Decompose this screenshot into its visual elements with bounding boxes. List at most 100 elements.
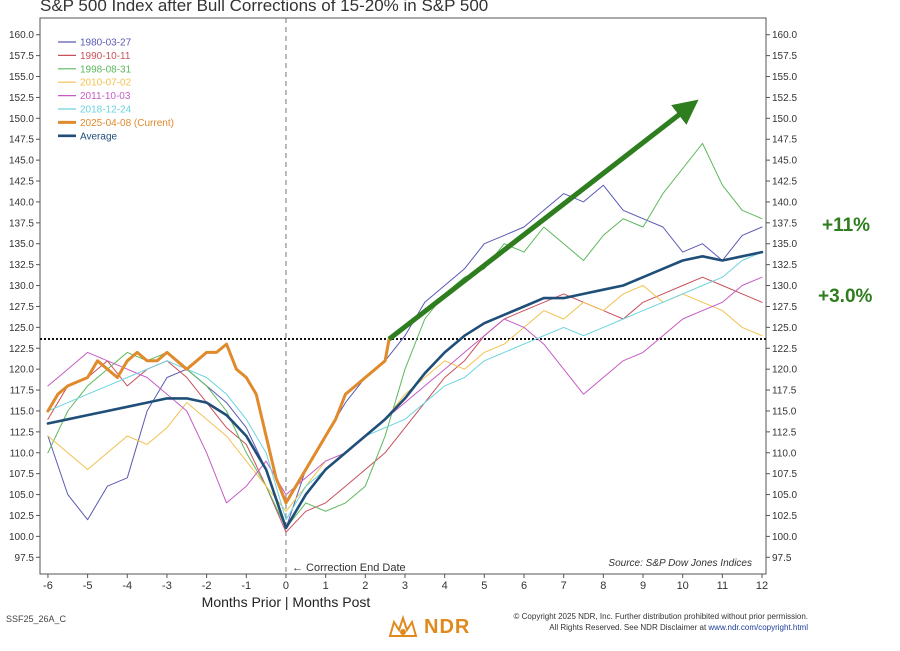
- y-tick-label-right: 142.5: [772, 177, 797, 188]
- y-tick-label-right: 105.0: [772, 490, 797, 501]
- y-tick-label-left: 97.5: [15, 553, 35, 564]
- y-tick-label-left: 122.5: [9, 344, 34, 355]
- legend-label: 1998-08-31: [80, 64, 132, 75]
- x-tick-label: -6: [43, 580, 53, 592]
- y-tick-label-right: 130.0: [772, 281, 797, 292]
- y-tick-label-left: 147.5: [9, 135, 34, 146]
- y-tick-label-left: 142.5: [9, 177, 34, 188]
- x-tick-label: 2: [362, 580, 368, 592]
- copyright-notice: © Copyright 2025 NDR, Inc. Further distr…: [514, 611, 808, 633]
- plot-frame: [39, 17, 767, 575]
- copyright-line1: © Copyright 2025 NDR, Inc. Further distr…: [513, 612, 808, 621]
- y-tick-label-left: 112.5: [10, 427, 35, 438]
- correction-end-annotation: ← Correction End Date: [292, 562, 406, 574]
- y-tick-label-right: 137.5: [772, 218, 797, 229]
- y-tick-label-right: 125.0: [772, 323, 797, 334]
- x-tick-label: 10: [677, 580, 689, 592]
- y-tick-label-left: 105.0: [9, 490, 34, 501]
- y-tick-label-right: 117.5: [772, 386, 797, 397]
- y-tick-label-left: 155.0: [9, 72, 34, 83]
- callout-upper: +11%: [822, 215, 871, 236]
- y-tick-label-right: 132.5: [772, 260, 797, 271]
- y-tick-label-left: 107.5: [9, 469, 34, 480]
- x-tick-label: -1: [241, 580, 251, 592]
- x-tick-label: -4: [122, 580, 132, 592]
- y-tick-label-right: 152.5: [772, 93, 797, 104]
- y-tick-label-right: 107.5: [772, 469, 797, 480]
- legend-label: 2018-12-24: [80, 105, 132, 116]
- legend-label: Average: [80, 131, 118, 142]
- x-tick-label: 5: [481, 580, 487, 592]
- legend-label: 2011-10-03: [80, 91, 131, 102]
- y-tick-label-left: 125.0: [9, 323, 34, 334]
- legend-label: 2010-07-02: [80, 78, 132, 89]
- series-line-1980-03-27: [47, 184, 763, 529]
- x-tick-label: -2: [202, 580, 212, 592]
- x-tick-label: 12: [756, 580, 768, 592]
- y-tick-label-left: 130.0: [9, 281, 34, 292]
- bull-bear-icon: [388, 614, 418, 637]
- y-tick-label-left: 157.5: [9, 51, 34, 62]
- y-tick-label-left: 152.5: [9, 93, 34, 104]
- x-axis-label: Months Prior | Months Post: [202, 594, 371, 610]
- y-tick-label-left: 137.5: [9, 218, 34, 229]
- y-tick-label-right: 135.0: [772, 239, 797, 250]
- x-tick-label: 9: [640, 580, 646, 592]
- logo-text: NDR: [424, 615, 471, 638]
- x-tick-label: -3: [162, 580, 172, 592]
- y-tick-label-right: 100.0: [772, 532, 797, 543]
- y-tick-label-right: 150.0: [772, 114, 797, 125]
- footer-code: SSF25_26A_C: [6, 614, 67, 624]
- y-tick-label-right: 97.5: [772, 553, 792, 564]
- series-line-2018-12-24: [47, 251, 763, 521]
- y-tick-label-left: 110.0: [10, 448, 35, 459]
- y-tick-label-right: 115.0: [772, 406, 797, 417]
- chart-title: S&P 500 Index after Bull Corrections of …: [40, 0, 489, 15]
- x-tick-label: 6: [521, 580, 527, 592]
- series-line-2010-07-02: [47, 285, 763, 512]
- y-tick-label-left: 102.5: [9, 511, 34, 522]
- callout-lower: +3.0%: [818, 286, 873, 307]
- x-tick-label: 11: [717, 580, 728, 592]
- y-tick-label-left: 160.0: [9, 30, 34, 41]
- y-tick-label-right: 155.0: [772, 72, 797, 83]
- series-line-Average: [46, 250, 764, 530]
- y-tick-label-right: 112.5: [772, 427, 797, 438]
- series-line-2011-10-03: [47, 276, 763, 504]
- series-line-2025-04-08 (Current): [46, 337, 391, 505]
- y-tick-label-left: 150.0: [9, 114, 34, 125]
- x-tick-label: 0: [283, 580, 289, 592]
- y-tick-label-left: 127.5: [9, 302, 34, 313]
- y-tick-label-left: 132.5: [9, 260, 34, 271]
- y-tick-label-right: 102.5: [772, 511, 797, 522]
- x-tick-label: 4: [442, 580, 448, 592]
- y-tick-label-left: 135.0: [9, 239, 34, 250]
- y-tick-label-left: 140.0: [9, 197, 34, 208]
- y-tick-label-left: 117.5: [10, 386, 35, 397]
- y-tick-label-left: 145.0: [9, 156, 34, 167]
- y-tick-label-left: 115.0: [10, 406, 35, 417]
- copyright-line2: All Rights Reserved. See NDR Disclaimer …: [549, 623, 707, 632]
- y-tick-label-right: 145.0: [772, 156, 797, 167]
- y-tick-label-right: 120.0: [772, 365, 797, 376]
- legend-label: 1990-10-11: [80, 51, 131, 62]
- copyright-link[interactable]: www.ndr.com/copyright.html: [708, 623, 808, 632]
- x-tick-label: 7: [561, 580, 567, 592]
- y-tick-label-right: 110.0: [772, 448, 797, 459]
- y-tick-label-right: 157.5: [772, 51, 797, 62]
- legend-label: 2025-04-08 (Current): [80, 118, 174, 129]
- x-tick-label: 8: [600, 580, 606, 592]
- source-note: Source: S&P Dow Jones Indices: [608, 558, 752, 569]
- y-tick-label-right: 140.0: [772, 197, 797, 208]
- y-tick-label-left: 100.0: [9, 532, 34, 543]
- trend-arrow: [387, 99, 699, 342]
- x-tick-label: 1: [323, 580, 329, 592]
- y-tick-label-left: 120.0: [9, 365, 34, 376]
- legend-label: 1980-03-27: [80, 38, 132, 49]
- y-tick-label-right: 147.5: [772, 135, 797, 146]
- x-tick-label: -5: [83, 580, 93, 592]
- y-tick-label-right: 127.5: [772, 302, 797, 313]
- y-tick-label-right: 122.5: [772, 344, 797, 355]
- x-tick-label: 3: [402, 580, 408, 592]
